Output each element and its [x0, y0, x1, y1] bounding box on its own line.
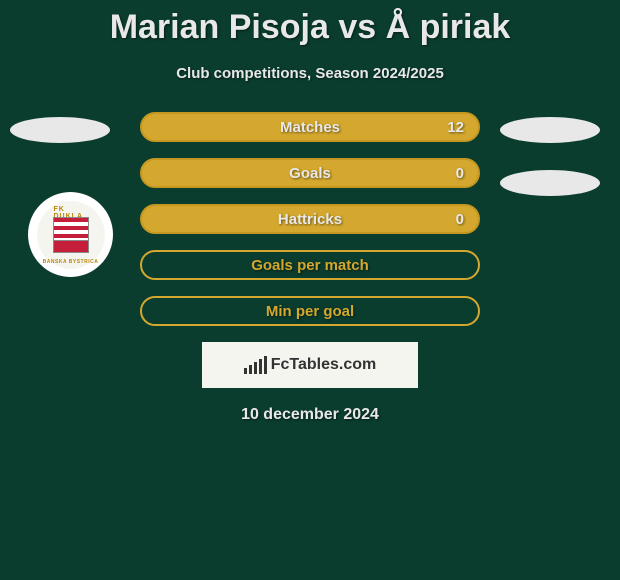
stat-label: Hattricks: [278, 211, 342, 228]
stat-label: Min per goal: [266, 303, 354, 320]
player-avatar-right-2: [500, 170, 600, 196]
fctables-text: FcTables.com: [271, 356, 377, 374]
stat-value: 0: [456, 211, 464, 228]
bar-icon: [254, 362, 257, 374]
season-subtitle: Club competitions, Season 2024/2025: [0, 65, 620, 82]
stat-row-matches: Matches 12: [140, 112, 480, 142]
stat-label: Matches: [280, 119, 340, 136]
stat-row-goals: Goals 0: [140, 158, 480, 188]
bar-icon: [249, 365, 252, 374]
stats-container: Matches 12 Goals 0 Hattricks 0 Goals per…: [140, 112, 480, 326]
shield-bottom: [53, 241, 89, 253]
bar-icon: [244, 368, 247, 374]
content-area: FK DUKLA BANSKA BYSTRICA Matches 12 Goal…: [0, 112, 620, 424]
stat-row-hattricks: Hattricks 0: [140, 204, 480, 234]
club-logo-shield: [53, 217, 89, 255]
stat-label: Goals: [289, 165, 331, 182]
club-logo-inner: FK DUKLA BANSKA BYSTRICA: [37, 201, 105, 269]
stat-label: Goals per match: [251, 257, 369, 274]
stat-row-goals-per-match: Goals per match: [140, 250, 480, 280]
fctables-bars-icon: [244, 356, 267, 374]
club-logo-bottom-text: BANSKA BYSTRICA: [43, 259, 99, 265]
club-logo: FK DUKLA BANSKA BYSTRICA: [28, 192, 113, 277]
bar-icon: [259, 359, 262, 374]
stat-value: 0: [456, 165, 464, 182]
bar-icon: [264, 356, 267, 374]
shield-stripes: [53, 217, 89, 241]
fctables-logo-box: FcTables.com: [202, 342, 418, 388]
player-avatar-right-1: [500, 117, 600, 143]
fctables-logo: FcTables.com: [244, 356, 377, 374]
date-text: 10 december 2024: [0, 406, 620, 424]
stat-value: 12: [447, 119, 464, 136]
stat-row-min-per-goal: Min per goal: [140, 296, 480, 326]
player-avatar-left: [10, 117, 110, 143]
comparison-title: Marian Pisoja vs Å piriak: [0, 0, 620, 47]
